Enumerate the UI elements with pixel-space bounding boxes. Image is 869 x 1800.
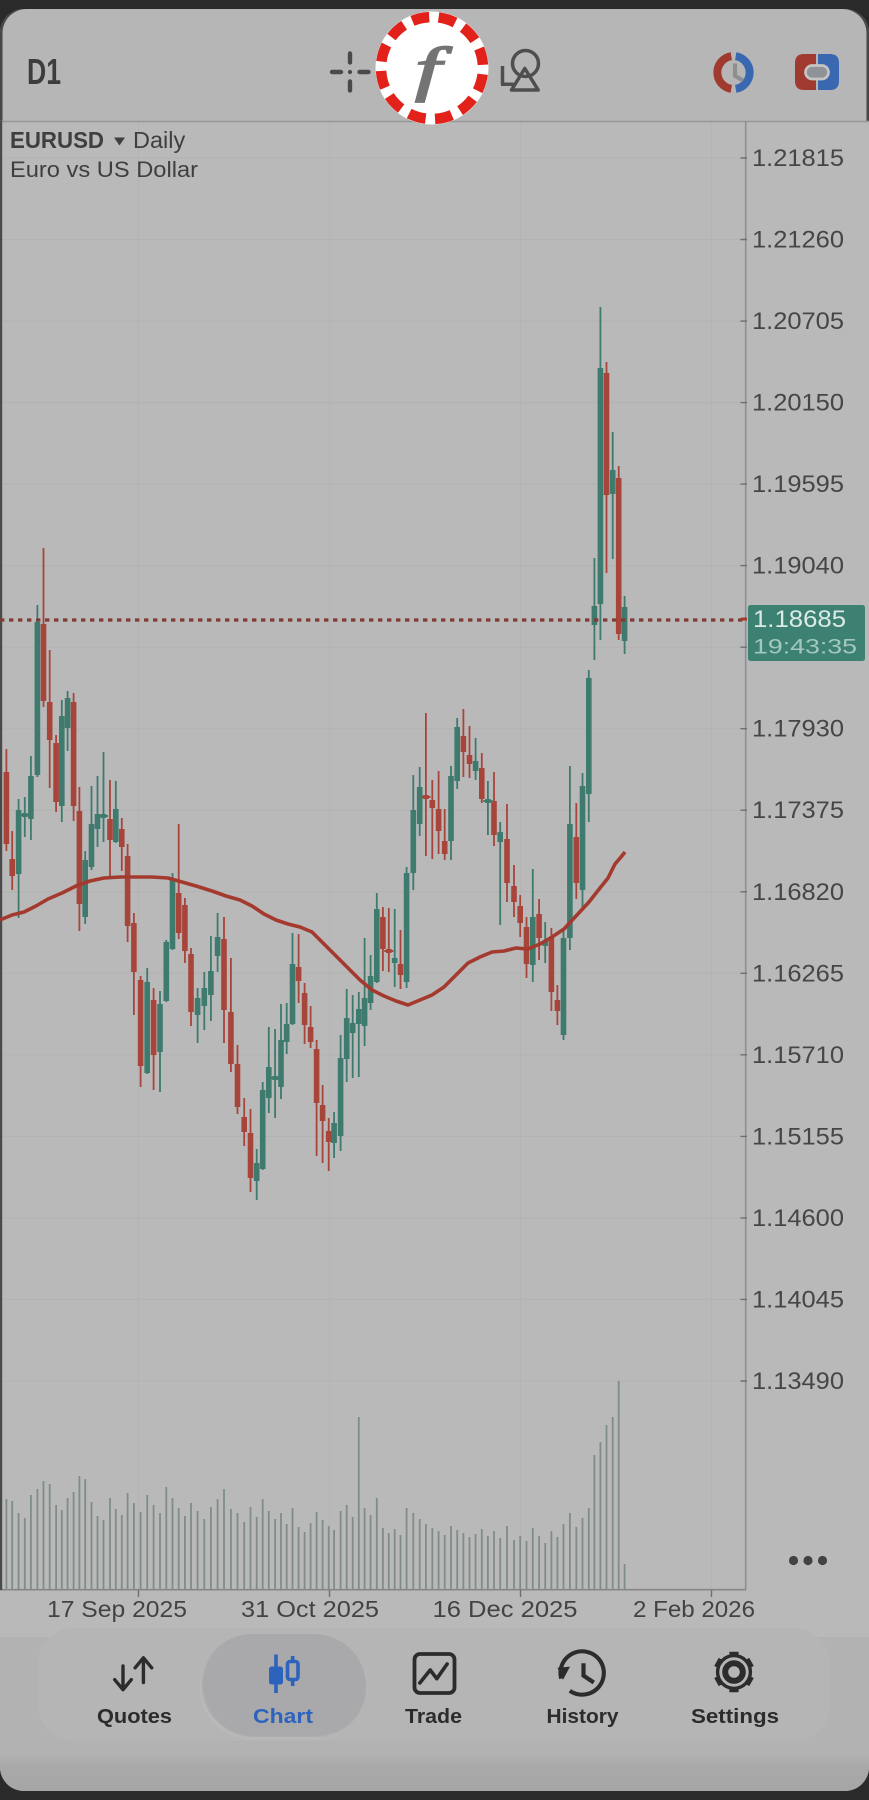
svg-text:1.21815: 1.21815 [752, 145, 844, 172]
svg-text:1.17375: 1.17375 [752, 797, 844, 824]
svg-text:2 Feb 2026: 2 Feb 2026 [633, 1596, 755, 1622]
svg-text:16 Dec 2025: 16 Dec 2025 [433, 1596, 578, 1622]
svg-text:1.20150: 1.20150 [752, 390, 844, 417]
svg-text:D1: D1 [27, 51, 61, 92]
svg-text:1.19040: 1.19040 [752, 553, 844, 580]
svg-text:1.17930: 1.17930 [752, 716, 844, 743]
svg-text:History: History [547, 1705, 620, 1728]
svg-text:1.15710: 1.15710 [752, 1042, 844, 1069]
svg-text:Euro vs US Dollar: Euro vs US Dollar [10, 157, 199, 182]
svg-text:1.16265: 1.16265 [752, 960, 844, 987]
svg-text:EURUSD: EURUSD [10, 127, 104, 153]
svg-text:1.18685: 1.18685 [753, 606, 846, 633]
svg-text:1.16820: 1.16820 [752, 879, 844, 906]
svg-text:Trade: Trade [405, 1705, 462, 1728]
svg-text:1.13490: 1.13490 [752, 1368, 844, 1395]
svg-text:1.19595: 1.19595 [752, 471, 844, 498]
svg-text:31 Oct 2025: 31 Oct 2025 [241, 1596, 379, 1622]
svg-text:1.20705: 1.20705 [752, 308, 844, 335]
svg-text:1.14045: 1.14045 [752, 1286, 844, 1313]
svg-text:19:43:35: 19:43:35 [753, 636, 857, 659]
svg-text:Chart: Chart [253, 1705, 313, 1728]
svg-text:1.15155: 1.15155 [752, 1123, 844, 1150]
svg-text:Settings: Settings [691, 1705, 779, 1728]
svg-text:Quotes: Quotes [97, 1705, 172, 1728]
svg-text:1.14600: 1.14600 [752, 1205, 844, 1232]
svg-text:Daily: Daily [133, 127, 185, 153]
svg-text:17 Sep 2025: 17 Sep 2025 [47, 1596, 187, 1622]
svg-text:1.21260: 1.21260 [752, 227, 844, 254]
